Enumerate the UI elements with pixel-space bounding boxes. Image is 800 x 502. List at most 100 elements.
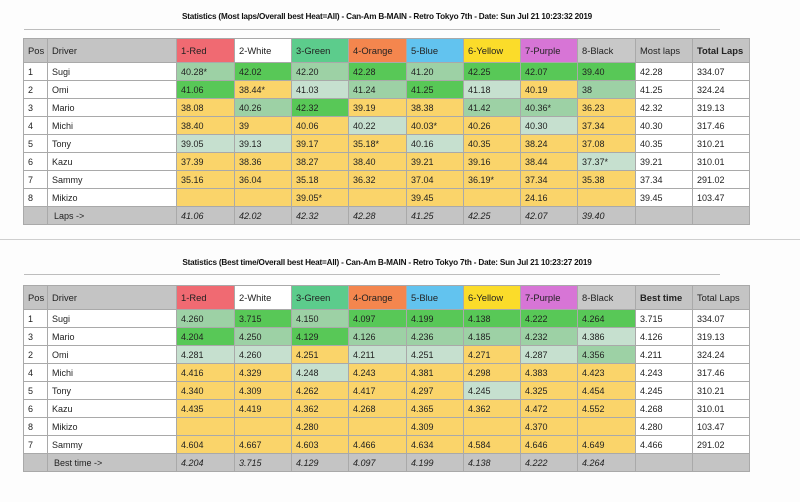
lane-cell-black: 4.264 bbox=[577, 309, 636, 328]
lane-cell-yellow: 4.298 bbox=[463, 363, 521, 382]
lane-cell-yellow: 4.185 bbox=[463, 327, 521, 346]
stat-cell: 39.45 bbox=[635, 188, 693, 207]
driver-header: Driver bbox=[47, 38, 177, 63]
lane-cell-black: 37.37* bbox=[577, 152, 636, 171]
footer-value-blue: 4.199 bbox=[406, 453, 464, 472]
lane-cell-orange: 40.22 bbox=[348, 116, 407, 135]
lane-cell-white bbox=[234, 188, 292, 207]
lane-cell-white: 38.44* bbox=[234, 80, 292, 99]
most-laps-header: Most laps bbox=[635, 38, 693, 63]
lane-cell-green: 4.129 bbox=[291, 327, 349, 346]
lane-cell-black: 4.423 bbox=[577, 363, 636, 382]
lane-cell-white: 4.667 bbox=[234, 435, 292, 454]
pos-cell: 5 bbox=[23, 381, 48, 400]
lane-cell-green: 4.251 bbox=[291, 345, 349, 364]
footer-value-white: 42.02 bbox=[234, 206, 292, 225]
table-row: 6 Kazu 37.39 38.36 38.27 38.40 39.21 39.16 38.44… bbox=[23, 152, 750, 171]
lane-cell-yellow: 39.16 bbox=[463, 152, 521, 171]
table-row: 3 Mario 38.08 40.26 42.32 39.19 38.38 41.42 40.3… bbox=[23, 98, 750, 117]
lane-cell-orange: 4.268 bbox=[348, 399, 407, 418]
lane-header-green: 3-Green bbox=[291, 285, 349, 310]
lane-cell-orange: 4.097 bbox=[348, 309, 407, 328]
lane-cell-green: 4.150 bbox=[291, 309, 349, 328]
sheet-divider bbox=[0, 239, 800, 240]
laps-statistics-table: Pos Driver 1-Red 2-White 3-Green 4-Orang… bbox=[23, 38, 750, 225]
lane-cell-orange bbox=[348, 188, 407, 207]
lane-cell-black: 35.38 bbox=[577, 170, 636, 189]
lane-cell-purple: 4.646 bbox=[520, 435, 578, 454]
table-row: 5 Tony 4.340 4.309 4.262 4.417 4.297 4.245 4.325… bbox=[23, 381, 750, 400]
lane-cell-green: 39.17 bbox=[291, 134, 349, 153]
pos-cell: 3 bbox=[23, 98, 48, 117]
lane-cell-blue: 37.04 bbox=[406, 170, 464, 189]
driver-cell: Kazu bbox=[47, 399, 177, 418]
lane-cell-red: 4.260 bbox=[176, 309, 235, 328]
lane-cell-yellow: 4.584 bbox=[463, 435, 521, 454]
lane-cell-red: 4.281 bbox=[176, 345, 235, 364]
footer-blank bbox=[692, 206, 750, 225]
lane-cell-purple: 40.30 bbox=[520, 116, 578, 135]
pos-cell: 8 bbox=[23, 417, 48, 436]
lane-cell-purple: 38.44 bbox=[520, 152, 578, 171]
lane-cell-red: 37.39 bbox=[176, 152, 235, 171]
lane-cell-white: 39 bbox=[234, 116, 292, 135]
lane-cell-green: 4.262 bbox=[291, 381, 349, 400]
total-laps-cell: 291.02 bbox=[692, 170, 750, 189]
total-laps-cell: 334.07 bbox=[692, 309, 750, 328]
table-row: 2 Omi 41.06 38.44* 41.03 41.24 41.25 41.18 40.19… bbox=[23, 80, 750, 99]
table-row: 5 Tony 39.05 39.13 39.17 35.18* 40.16 40.35 38.2… bbox=[23, 134, 750, 153]
lane-cell-black bbox=[577, 188, 636, 207]
total-laps-cell: 324.24 bbox=[692, 80, 750, 99]
footer-value-yellow: 42.25 bbox=[463, 206, 521, 225]
lane-cell-red: 4.340 bbox=[176, 381, 235, 400]
header-row: Pos Driver 1-Red 2-White 3-Green 4-Orang… bbox=[23, 285, 750, 310]
lane-cell-black: 4.649 bbox=[577, 435, 636, 454]
lane-cell-yellow: 41.18 bbox=[463, 80, 521, 99]
lane-cell-green: 4.280 bbox=[291, 417, 349, 436]
driver-cell: Mario bbox=[47, 327, 177, 346]
lane-header-red: 1-Red bbox=[176, 285, 235, 310]
footer-value-black: 4.264 bbox=[577, 453, 636, 472]
total-laps-cell: 310.01 bbox=[692, 152, 750, 171]
lane-cell-purple: 4.222 bbox=[520, 309, 578, 328]
lane-header-yellow: 6-Yellow bbox=[463, 285, 521, 310]
table-row: 8 Mikizo 4.280 4.309 4.370 4.280 103.47 bbox=[23, 417, 750, 436]
lane-cell-yellow: 42.25 bbox=[463, 62, 521, 81]
laps-statistics-sheet: Statistics (Most laps/Overall best Heat=… bbox=[0, 0, 800, 239]
total-laps-cell: 310.21 bbox=[692, 381, 750, 400]
lane-cell-orange: 4.126 bbox=[348, 327, 407, 346]
driver-cell: Michi bbox=[47, 363, 177, 382]
lane-cell-yellow bbox=[463, 188, 521, 207]
lane-header-white: 2-White bbox=[234, 38, 292, 63]
footer-value-red: 4.204 bbox=[176, 453, 235, 472]
pos-cell: 6 bbox=[23, 152, 48, 171]
table-row: 4 Michi 4.416 4.329 4.248 4.243 4.381 4.298 4.38… bbox=[23, 363, 750, 382]
lane-cell-blue: 41.20 bbox=[406, 62, 464, 81]
lane-cell-black: 4.386 bbox=[577, 327, 636, 346]
lane-header-purple: 7-Purple bbox=[520, 285, 578, 310]
stat-cell: 39.21 bbox=[635, 152, 693, 171]
lane-cell-orange: 35.18* bbox=[348, 134, 407, 153]
table-row: 1 Sugi 4.260 3.715 4.150 4.097 4.199 4.138 4.222… bbox=[23, 309, 750, 328]
lane-cell-orange: 41.24 bbox=[348, 80, 407, 99]
table-row: 1 Sugi 40.28* 42.02 42.20 42.28 41.20 42.25 42.0… bbox=[23, 62, 750, 81]
footer-value-purple: 42.07 bbox=[520, 206, 578, 225]
pos-header: Pos bbox=[23, 38, 48, 63]
lane-cell-green: 41.03 bbox=[291, 80, 349, 99]
lane-cell-red: 35.16 bbox=[176, 170, 235, 189]
total-laps-cell: 103.47 bbox=[692, 417, 750, 436]
lane-cell-red: 39.05 bbox=[176, 134, 235, 153]
lane-cell-purple: 37.34 bbox=[520, 170, 578, 189]
lane-cell-purple: 38.24 bbox=[520, 134, 578, 153]
driver-cell: Mario bbox=[47, 98, 177, 117]
lane-cell-blue: 4.251 bbox=[406, 345, 464, 364]
total-laps-cell: 319.13 bbox=[692, 98, 750, 117]
lane-cell-purple: 4.383 bbox=[520, 363, 578, 382]
lane-cell-black: 4.454 bbox=[577, 381, 636, 400]
lane-cell-purple: 4.232 bbox=[520, 327, 578, 346]
pos-cell: 2 bbox=[23, 80, 48, 99]
table-row: 8 Mikizo 39.05* 39.45 24.16 39.45 103.47 bbox=[23, 188, 750, 207]
lane-cell-blue: 39.45 bbox=[406, 188, 464, 207]
footer-blank bbox=[23, 453, 48, 472]
driver-cell: Sugi bbox=[47, 309, 177, 328]
